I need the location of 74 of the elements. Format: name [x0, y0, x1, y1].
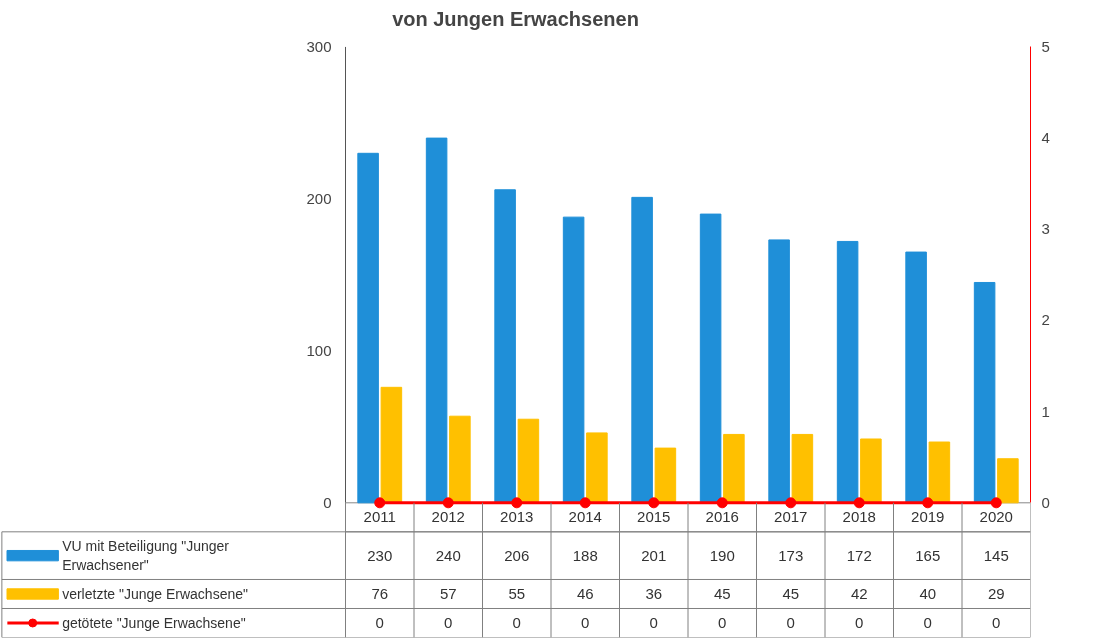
bar [836, 240, 859, 504]
data-label: 230 [367, 546, 393, 564]
data-label: 40 [919, 584, 937, 602]
data-label: 240 [435, 546, 461, 564]
data-label: 0 [375, 613, 384, 631]
y2-tick-label: 0 [1041, 493, 1050, 511]
data-label: 55 [508, 584, 526, 602]
bar [768, 239, 790, 504]
data-label: 45 [713, 584, 731, 602]
data-label: 57 [439, 584, 457, 602]
data-label: 165 [915, 546, 941, 564]
bar [860, 438, 882, 504]
data-label: 190 [709, 546, 735, 564]
data-label: 0 [855, 613, 864, 631]
data-label: 145 [983, 546, 1009, 564]
data-label: 76 [371, 584, 389, 602]
legend-label: getötete "Junge Erwachsene" [62, 614, 246, 631]
data-label: 0 [718, 613, 727, 631]
bar [562, 216, 585, 504]
legend-label: VU mit Beteiligung "Junger Erwachsener" [62, 538, 230, 574]
y2-tick-label: 2 [1041, 311, 1050, 329]
data-label: 0 [923, 613, 932, 631]
data-label: 201 [641, 546, 667, 564]
bar [699, 213, 722, 504]
x-tick-label: 2011 [363, 508, 396, 526]
bar [997, 458, 1019, 504]
bar [905, 251, 927, 504]
data-label: 206 [504, 546, 530, 564]
y2-tick-label: 4 [1041, 129, 1050, 147]
data-label: 0 [786, 613, 795, 631]
bar [494, 189, 516, 504]
bar [973, 281, 996, 504]
data-label: 36 [645, 584, 663, 602]
data-label: 172 [846, 546, 872, 564]
x-tick-label: 2013 [500, 508, 534, 526]
y-tick-label: 300 [306, 37, 332, 55]
bar [357, 152, 379, 504]
data-label: 173 [778, 546, 804, 564]
chart-title: von Jungen Erwachsenen [392, 7, 639, 30]
x-tick-label: 2019 [911, 508, 945, 526]
y2-tick-label: 3 [1041, 220, 1050, 238]
bar [928, 441, 951, 504]
data-label: 46 [576, 584, 594, 602]
x-tick-label: 2017 [774, 508, 808, 526]
data-label: 0 [444, 613, 453, 631]
x-tick-label: 2014 [568, 508, 602, 526]
bar [586, 432, 608, 504]
bar [425, 137, 448, 504]
y-tick-label: 0 [323, 493, 332, 511]
x-tick-label: 2012 [431, 508, 465, 526]
data-label: 42 [850, 584, 868, 602]
x-tick-label: 2015 [637, 508, 671, 526]
y2-tick-label: 5 [1041, 37, 1050, 55]
data-label: 0 [992, 613, 1001, 631]
data-label: 29 [987, 584, 1005, 602]
bar [723, 433, 745, 504]
x-tick-label: 2018 [842, 508, 876, 526]
y-tick-label: 200 [306, 189, 332, 207]
x-tick-label: 2016 [705, 508, 739, 526]
data-label: 188 [572, 546, 598, 564]
bar [517, 418, 540, 504]
bar [380, 386, 403, 504]
legend-label: verletzte "Junge Erwachsene" [62, 585, 248, 602]
y2-tick-label: 1 [1041, 402, 1050, 420]
y-tick-label: 100 [306, 341, 332, 359]
bar [449, 415, 471, 504]
bar [791, 433, 814, 504]
data-label: 0 [581, 613, 590, 631]
data-label: 0 [512, 613, 521, 631]
data-label: 45 [782, 584, 800, 602]
data-label: 0 [649, 613, 658, 631]
bar [654, 447, 677, 504]
x-tick-label: 2020 [979, 508, 1013, 526]
bar [631, 196, 653, 504]
